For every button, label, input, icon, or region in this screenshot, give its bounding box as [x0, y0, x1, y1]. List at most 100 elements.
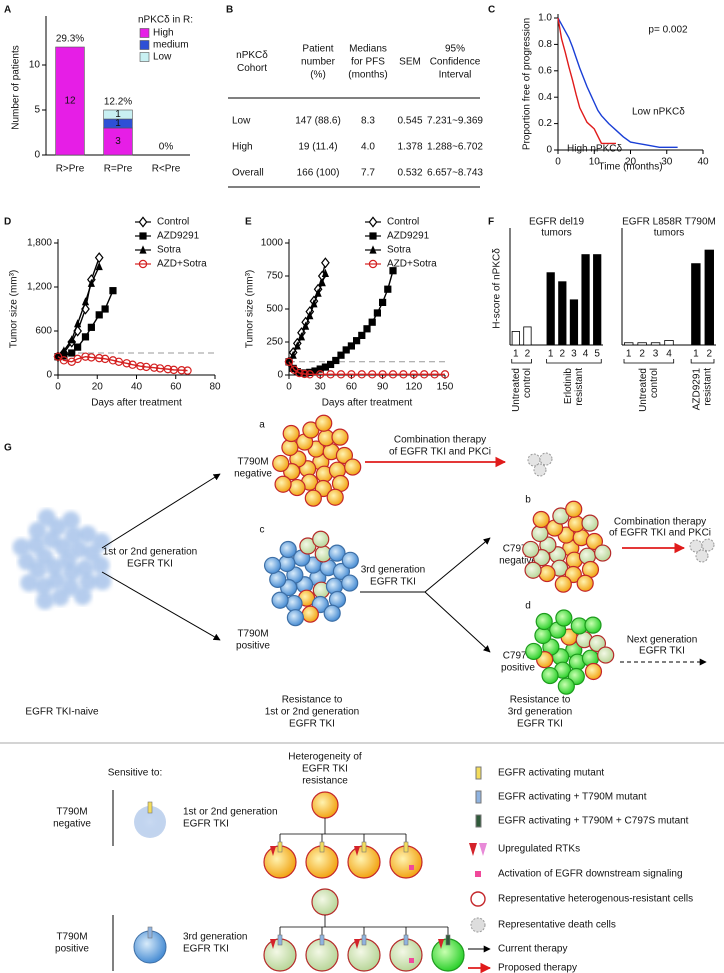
series-line — [57, 266, 100, 358]
label: T790M — [56, 932, 87, 943]
legend-label: Low — [153, 52, 172, 63]
legend-label: Upregulated RTKs — [498, 844, 580, 855]
cell — [538, 564, 556, 583]
label: Next generation — [627, 635, 698, 646]
arrow — [424, 591, 491, 653]
tree-lines — [279, 915, 449, 938]
table-header: Medians — [349, 44, 387, 55]
data-point — [316, 365, 324, 373]
naive-cell — [12, 538, 31, 557]
x-axis-label: Days after treatment — [322, 398, 413, 409]
chart-title: tumors — [654, 228, 685, 239]
cell — [335, 446, 354, 465]
label: of EGFR TKI and PKCi — [609, 528, 711, 539]
series-line — [557, 17, 616, 145]
legend-marker — [368, 259, 378, 269]
table-cell: Low — [232, 116, 251, 127]
legend-label: AZD9291 — [387, 231, 430, 242]
group-bracket — [546, 359, 602, 364]
y-tick-label: 0.4 — [538, 92, 552, 103]
x-tick-label: 60 — [170, 382, 182, 393]
y-tick-label: 0 — [34, 150, 40, 161]
panel-letter: C — [488, 5, 495, 16]
legend-marker — [139, 232, 147, 240]
cell — [312, 530, 330, 548]
x-tick-label: 10 — [589, 157, 601, 168]
group-label: control — [649, 368, 660, 398]
table-cell: 7.231~9.369 — [427, 116, 483, 127]
legend-icon — [470, 891, 486, 907]
data-point — [358, 331, 366, 339]
x-tick-label: 4 — [583, 349, 589, 360]
data-point — [368, 370, 377, 379]
naive-cell — [28, 521, 47, 540]
receptor — [445, 934, 451, 946]
naive-cell — [92, 532, 111, 551]
x-tick-label: 60 — [346, 382, 358, 393]
naive-cell — [93, 572, 112, 591]
data-point — [326, 370, 335, 379]
bar — [511, 331, 520, 346]
x-tick-label: 3 — [653, 349, 659, 360]
legend-marker — [369, 245, 377, 254]
cell — [565, 500, 583, 518]
naive-cell — [27, 536, 46, 555]
legend-icon — [475, 871, 481, 877]
table-cell: 0.532 — [397, 168, 422, 179]
legend-label: Current therapy — [498, 944, 567, 955]
legend-label: Sotra — [157, 245, 181, 256]
tree-lines — [279, 818, 407, 845]
y-tick-label: 500 — [266, 304, 283, 315]
x-tick-label: 1 — [693, 349, 699, 360]
group-bracket — [690, 359, 715, 364]
cell — [584, 662, 603, 681]
x-tick-label: 1 — [548, 349, 554, 360]
table-header: for PFS — [351, 57, 385, 68]
cell — [311, 888, 339, 916]
group-label: AZD9291 — [692, 368, 703, 411]
label: of EGFR TKI and PKCi — [389, 447, 491, 458]
data-point — [183, 366, 192, 375]
table-cell: 147 (88.6) — [295, 116, 341, 127]
label: resistance — [302, 776, 348, 787]
data-point — [68, 349, 76, 357]
panel-letter: F — [488, 217, 494, 228]
x-tick-label: 2 — [639, 349, 645, 360]
cell — [326, 488, 344, 506]
cell — [285, 594, 303, 613]
panel-letter: A — [4, 5, 11, 16]
arrow — [424, 537, 491, 593]
group-label: resistant — [703, 368, 714, 406]
receptor — [147, 926, 153, 939]
rtk — [438, 939, 444, 949]
death-cell — [527, 453, 541, 467]
data-point — [378, 370, 387, 379]
legend-marker — [138, 216, 148, 228]
series-line — [288, 273, 327, 363]
label: EGFR TKI — [127, 559, 173, 570]
data-point — [60, 346, 68, 355]
bar — [523, 326, 532, 346]
data-point — [347, 342, 355, 350]
data-point — [289, 350, 297, 359]
bar — [650, 342, 661, 346]
table-header: Patient — [302, 44, 333, 55]
legend-icon — [470, 917, 486, 933]
table-cell: 19 (11.4) — [298, 142, 337, 153]
group-label: Untreated — [511, 368, 522, 412]
x-tick-label: 2 — [560, 349, 566, 360]
y-axis-label: Tumor size (mm³) — [245, 270, 256, 349]
table-cell: High — [232, 142, 253, 153]
cell — [331, 428, 349, 446]
rtk — [270, 846, 276, 856]
data-point — [284, 357, 294, 366]
x-tick-label: 80 — [209, 382, 221, 393]
y-tick-label: 1,800 — [27, 238, 52, 249]
data-point — [128, 360, 137, 369]
rtk — [270, 939, 276, 949]
naive-cell — [64, 526, 83, 545]
cell — [311, 791, 339, 819]
cell — [341, 551, 359, 569]
label: EGFR TKI — [639, 646, 685, 657]
